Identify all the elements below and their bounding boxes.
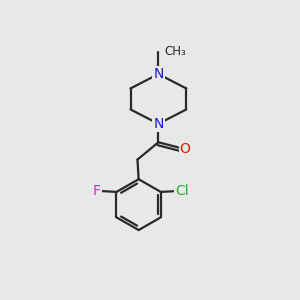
Text: N: N [153,67,164,81]
Text: O: O [180,142,190,156]
Text: CH₃: CH₃ [164,44,186,58]
Text: F: F [93,184,101,198]
Text: N: N [153,117,164,131]
Text: Cl: Cl [175,184,188,198]
